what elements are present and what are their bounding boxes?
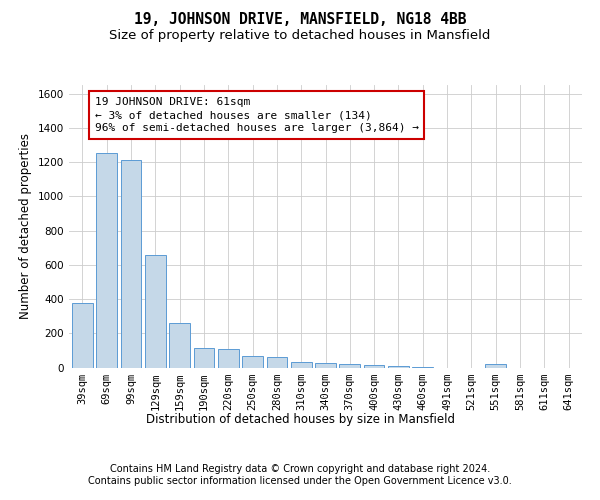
Bar — [291, 362, 311, 368]
Text: 19 JOHNSON DRIVE: 61sqm
← 3% of detached houses are smaller (134)
96% of semi-de: 19 JOHNSON DRIVE: 61sqm ← 3% of detached… — [95, 97, 419, 134]
Bar — [72, 304, 93, 368]
Bar — [145, 254, 166, 368]
Text: 19, JOHNSON DRIVE, MANSFIELD, NG18 4BB: 19, JOHNSON DRIVE, MANSFIELD, NG18 4BB — [134, 12, 466, 28]
Bar — [364, 365, 385, 368]
Bar — [121, 160, 142, 368]
Bar — [169, 323, 190, 368]
Bar — [97, 154, 117, 368]
Bar — [242, 356, 263, 368]
Bar — [388, 366, 409, 368]
Bar — [194, 348, 214, 368]
Text: Size of property relative to detached houses in Mansfield: Size of property relative to detached ho… — [109, 29, 491, 42]
Text: Contains HM Land Registry data © Crown copyright and database right 2024.: Contains HM Land Registry data © Crown c… — [110, 464, 490, 474]
Text: Contains public sector information licensed under the Open Government Licence v3: Contains public sector information licen… — [88, 476, 512, 486]
Text: Distribution of detached houses by size in Mansfield: Distribution of detached houses by size … — [146, 412, 455, 426]
Bar — [340, 364, 360, 368]
Bar — [315, 363, 336, 368]
Bar — [218, 348, 239, 368]
Bar — [485, 364, 506, 368]
Bar — [266, 357, 287, 368]
Bar — [412, 367, 433, 368]
Y-axis label: Number of detached properties: Number of detached properties — [19, 133, 32, 320]
